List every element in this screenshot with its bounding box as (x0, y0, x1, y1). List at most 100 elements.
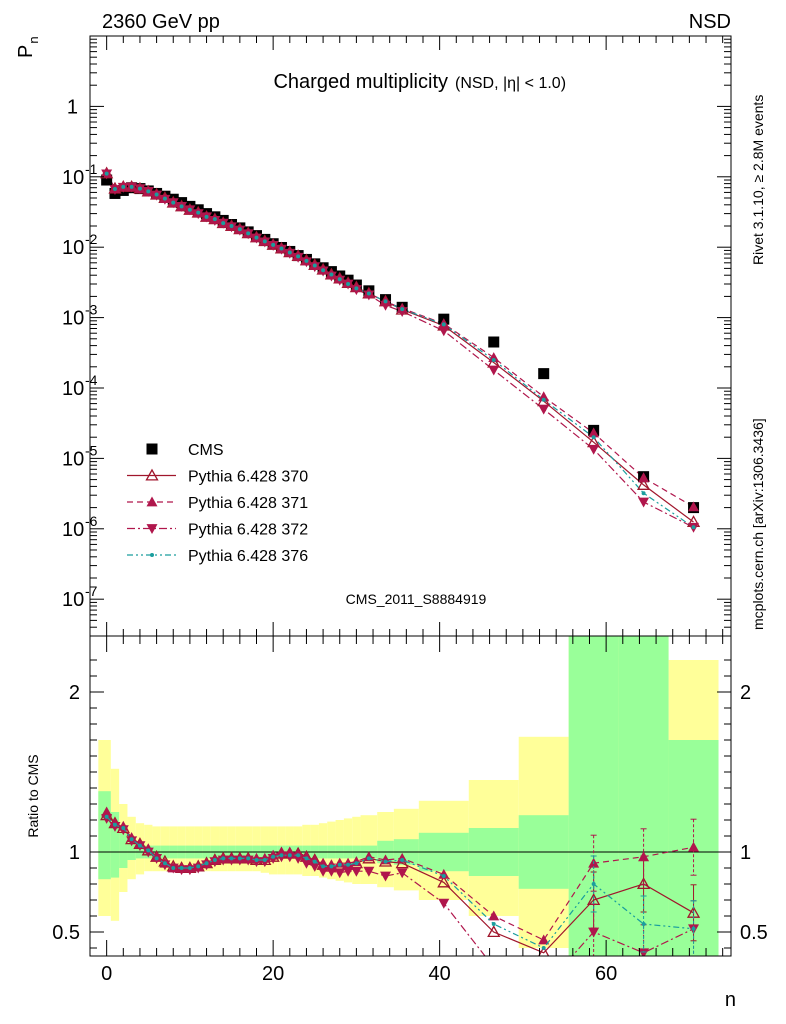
legend-label: Pythia 6.428 370 (188, 469, 308, 486)
point-dot-6 (154, 192, 159, 197)
y-tick-exponent: -1 (85, 161, 98, 177)
legend-label: Pythia 6.428 371 (188, 495, 308, 512)
ratio-point (321, 864, 326, 869)
x-tick-label: 40 (429, 963, 451, 985)
point-dot-12 (204, 214, 209, 219)
ratio-point (638, 851, 650, 862)
ratio-point (380, 871, 392, 882)
point-dot-17 (246, 231, 251, 236)
ratio-point (309, 854, 321, 865)
ratio-point (538, 934, 550, 945)
ratio-point (229, 856, 234, 861)
point-dot-38 (641, 491, 646, 496)
chart-subtitle: (NSD, |η| < 1.0) (455, 75, 566, 92)
ratio-point (488, 910, 500, 921)
svg-text:Pn: Pn (15, 36, 41, 58)
ratio-point (292, 854, 304, 864)
ratio-point (179, 866, 184, 870)
ratio-point (688, 841, 700, 852)
ratio-point (154, 856, 159, 861)
ratio-point (237, 856, 242, 861)
point-square-0 (101, 174, 113, 186)
y-axis-label: Pn (15, 36, 41, 58)
point-dot-7 (162, 196, 167, 201)
point-dot-27 (329, 272, 334, 277)
legend-label: CMS (188, 442, 224, 459)
point-triangle-open-38 (636, 478, 651, 490)
stat-band-bin (110, 812, 120, 878)
point-dot-24 (304, 258, 309, 263)
ratio-point (538, 984, 549, 994)
ratio-point (309, 862, 321, 872)
ratio-point (441, 874, 446, 878)
chart-title: Charged multiplicity (273, 71, 448, 93)
ratio-point (396, 868, 408, 879)
ratio-point (201, 860, 213, 871)
ratio-point (109, 822, 121, 832)
ratio-point (337, 862, 342, 867)
point-dot-39 (691, 525, 696, 530)
y-tick-exponent: -2 (85, 231, 98, 247)
ratio-point (159, 860, 171, 871)
y-tick-exponent: -3 (85, 302, 98, 318)
point-dot-35 (491, 357, 496, 362)
point-dot-9 (179, 204, 184, 209)
ratio-point (204, 861, 209, 866)
mcplots-label: mcplots.cern.ch [arXiv:1306.3436] (750, 418, 766, 630)
ratio-ytick-label: 2 (69, 682, 80, 704)
point-triangle-down-33 (396, 307, 408, 318)
ratio-ytick-label: 0.5 (52, 922, 80, 944)
y-tick-exponent: -5 (85, 442, 98, 458)
point-dot-28 (337, 277, 342, 282)
point-dot-32 (383, 299, 388, 304)
ratio-ytick-label: 1 (69, 842, 80, 864)
point-dot-29 (346, 282, 351, 287)
point-dot-10 (187, 207, 192, 212)
point-triangle-up-36 (538, 391, 550, 402)
point-dot-8 (171, 200, 176, 205)
bottom-frame (89, 635, 732, 957)
ratio-point (126, 836, 138, 847)
ratio-point (304, 856, 309, 861)
y-tick-label: 10 (62, 589, 84, 611)
point-triangle-down-37 (588, 444, 600, 455)
point-square-35 (488, 336, 500, 348)
ratio-point (209, 857, 221, 868)
point-dot-31 (366, 291, 371, 296)
ratio-point (217, 855, 229, 866)
point-triangle-down-38 (638, 497, 650, 508)
top-panel: 10 -710 -610 -510 -410 -310 -210 -11 Charged mu… (15, 35, 732, 637)
point-dot-4 (137, 186, 142, 191)
ratio-point (317, 866, 329, 877)
legend-marker (146, 443, 158, 455)
ratio-point (275, 852, 287, 863)
point-dot-20 (271, 242, 276, 247)
ratio-point (691, 926, 696, 931)
y-tick-label: 1 (67, 96, 78, 118)
ratio-point (101, 806, 113, 817)
ratio-point (312, 859, 317, 864)
ratio-point (262, 858, 267, 862)
y-tick-exponent: -7 (85, 583, 98, 599)
ratio-point (287, 853, 292, 858)
point-triangle-down-35 (488, 365, 500, 376)
point-dot-36 (541, 397, 546, 402)
point-triangle-up-37 (588, 427, 600, 438)
ratio-point (254, 858, 259, 862)
point-dot-33 (400, 307, 405, 312)
ratio-point (271, 854, 276, 859)
ratio-point (325, 859, 337, 870)
ratio-point (400, 858, 405, 862)
ratio-point (296, 853, 301, 858)
point-dot-3 (129, 184, 134, 189)
x-tick-label: 20 (262, 963, 284, 985)
ratio-point (129, 837, 134, 842)
y-tick-exponent: -4 (85, 372, 98, 388)
point-dot-19 (262, 239, 267, 244)
point-dot-14 (221, 221, 226, 226)
point-dot-26 (321, 268, 326, 273)
point-dot-11 (196, 210, 201, 215)
stat-band-bin (127, 842, 136, 860)
x-axis-label: n (725, 989, 736, 1011)
